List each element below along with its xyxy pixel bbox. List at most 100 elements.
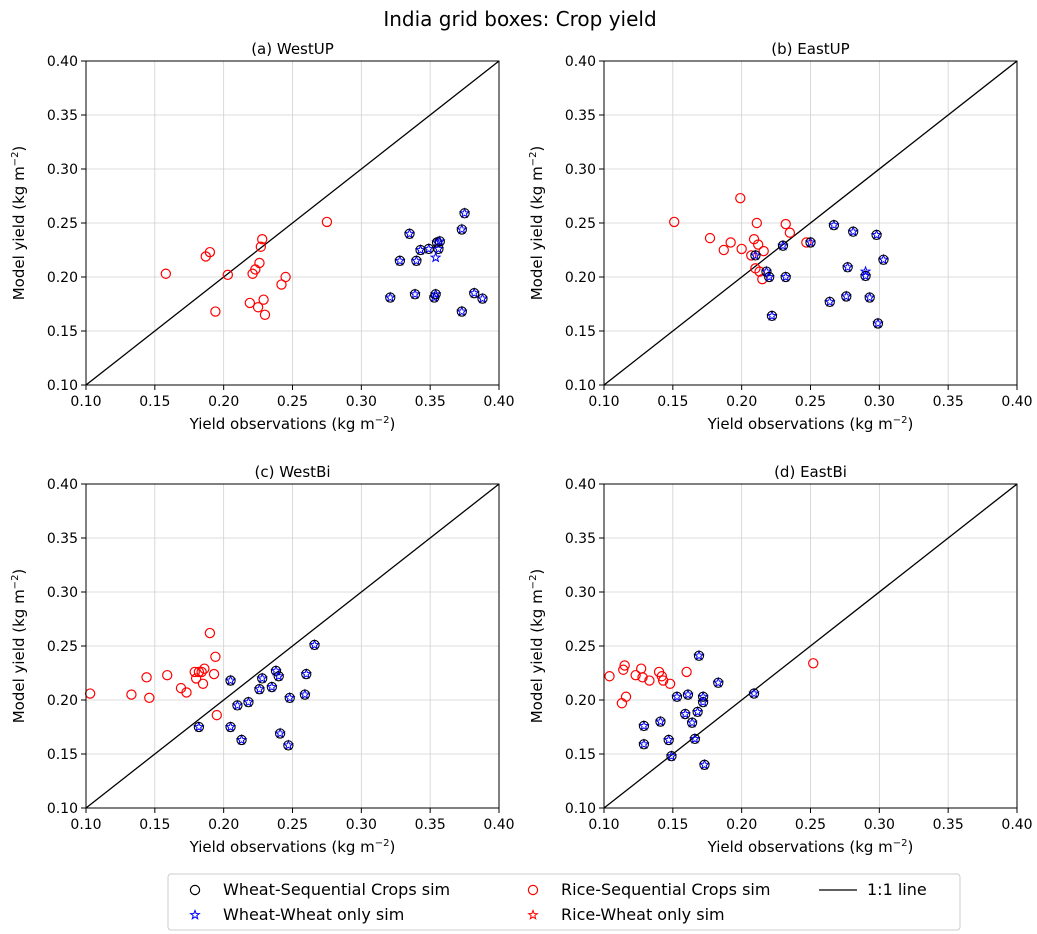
rice-sequential-point (160, 268, 172, 279)
rice-sequential-point (620, 691, 632, 702)
x-tick-label: 0.35 (415, 817, 446, 833)
legend-marker-wheat_only (189, 908, 201, 920)
wheat-sequential-point (257, 673, 268, 684)
axes-frame (85, 483, 500, 809)
rice-sequential-point (758, 245, 769, 257)
wheat-sequential-point (456, 306, 467, 317)
y-tick-label: 0.30 (47, 585, 78, 601)
wheat-only-point (712, 676, 725, 688)
wheat-sequential-point (666, 751, 677, 762)
rice-sequential-point (657, 675, 669, 686)
wheat-only-point (748, 687, 760, 699)
wheat-sequential-point (671, 691, 683, 702)
rice-sequential-point (669, 216, 680, 228)
wheat-sequential-point (243, 697, 254, 708)
wheat-sequential-point (456, 224, 467, 235)
legend-marker-rice_seq (527, 884, 539, 896)
x-tick-label: 0.40 (483, 817, 514, 833)
rice-sequential-point (780, 218, 791, 230)
wheat-sequential-point (663, 734, 674, 746)
x-axis-label: Yield observations (kg m−2) (707, 838, 914, 856)
x-tick-label: 0.30 (864, 817, 895, 833)
y-tick-label: 0.30 (47, 162, 78, 178)
wheat-only-point (242, 696, 255, 708)
wheat-sequential-point (655, 716, 666, 727)
axes-frame (85, 60, 500, 386)
rice-sequential-point (211, 709, 222, 721)
rice-sequential-point (204, 246, 216, 258)
scatter-panel-2: 0.10 0.15 0.20 0.25 0.30 0.35 0.40 0.10 0.15 0.20… (10, 463, 515, 856)
wheat-sequential-point (764, 271, 775, 283)
legend: Wheat-Sequential Crops sim Wheat-Wheat on… (167, 873, 961, 931)
rice-sequential-point (725, 237, 736, 248)
wheat-only-point (468, 287, 480, 299)
x-tick-label: 0.35 (933, 817, 964, 833)
y-tick-label: 0.25 (47, 639, 78, 655)
rice-sequential-point (144, 692, 155, 704)
wheat-sequential-point (699, 759, 710, 770)
rice-sequential-point (751, 217, 763, 229)
rice-sequential-point (210, 651, 221, 663)
y-tick-label: 0.15 (47, 747, 78, 763)
wheat-sequential-point (394, 255, 406, 266)
wheat-sequential-point (270, 665, 282, 676)
rice-sequential-point (204, 627, 216, 639)
y-axis-label: Model yield (kg m−2) (10, 146, 28, 301)
rice-sequential-point (808, 658, 819, 669)
rice-sequential-point (126, 689, 137, 700)
wheat-sequential-point (254, 684, 265, 695)
wheat-only-point (686, 716, 698, 728)
wheat-sequential-point (404, 228, 415, 239)
wheat-only-point (429, 251, 442, 263)
legend-label-wheat_seq: Wheat-Sequential Crops sim (223, 880, 450, 899)
wheat-only-point (824, 295, 836, 307)
rice-sequential-point (222, 269, 233, 281)
x-tick-label: 0.30 (864, 394, 895, 410)
rice-sequential-point (619, 660, 630, 671)
wheat-only-point (766, 309, 778, 321)
wheat-sequential-point (430, 289, 441, 300)
wheat-only-point (693, 649, 705, 661)
wheat-only-point (283, 691, 296, 703)
x-tick-label: 0.10 (588, 817, 619, 833)
x-tick-label: 0.35 (933, 394, 964, 410)
legend-marker-rice_only (527, 908, 539, 920)
wheat-sequential-point (301, 668, 312, 680)
wheat-only-point (698, 758, 711, 770)
rice-sequential-point (664, 678, 676, 690)
wheat-only-point (877, 253, 890, 265)
y-tick-label: 0.20 (47, 270, 78, 286)
x-tick-label: 0.40 (1001, 817, 1032, 833)
scatter-panel-1: 0.10 0.15 0.20 0.25 0.30 0.35 0.40 0.10 0.15 0.20… (528, 40, 1033, 433)
rice-sequential-point (718, 244, 729, 256)
wheat-sequential-point (415, 244, 426, 256)
rice-sequential-point (259, 309, 271, 320)
wheat-only-point (665, 750, 678, 762)
wheat-only-point (859, 265, 872, 277)
wheat-sequential-point (638, 739, 650, 750)
y-tick-label: 0.30 (565, 162, 596, 178)
wheat-only-point (456, 305, 468, 317)
wheat-only-point (841, 261, 854, 273)
wheat-sequential-point (780, 271, 791, 283)
wheat-only-point (456, 223, 468, 235)
wheat-sequential-point (697, 691, 709, 702)
wheat-sequential-point (225, 675, 236, 686)
rice-sequential-point (199, 663, 210, 674)
panel-title: (b) EastUP (771, 40, 849, 58)
wheat-sequential-point (385, 292, 396, 303)
y-tick-label: 0.20 (565, 270, 596, 286)
wheat-sequential-point (841, 291, 852, 302)
y-tick-label: 0.20 (47, 693, 78, 709)
rice-sequential-point (635, 663, 647, 674)
wheat-only-point (638, 738, 650, 750)
rice-sequential-point (189, 666, 200, 678)
figure-title: India grid boxes: Crop yield (383, 7, 656, 31)
x-tick-label: 0.20 (208, 394, 239, 410)
x-tick-label: 0.10 (70, 817, 101, 833)
wheat-sequential-point (236, 734, 247, 746)
y-tick-label: 0.10 (47, 801, 78, 817)
wheat-only-point (224, 674, 237, 686)
wheat-sequential-point (824, 296, 835, 307)
x-tick-label: 0.15 (657, 394, 688, 410)
